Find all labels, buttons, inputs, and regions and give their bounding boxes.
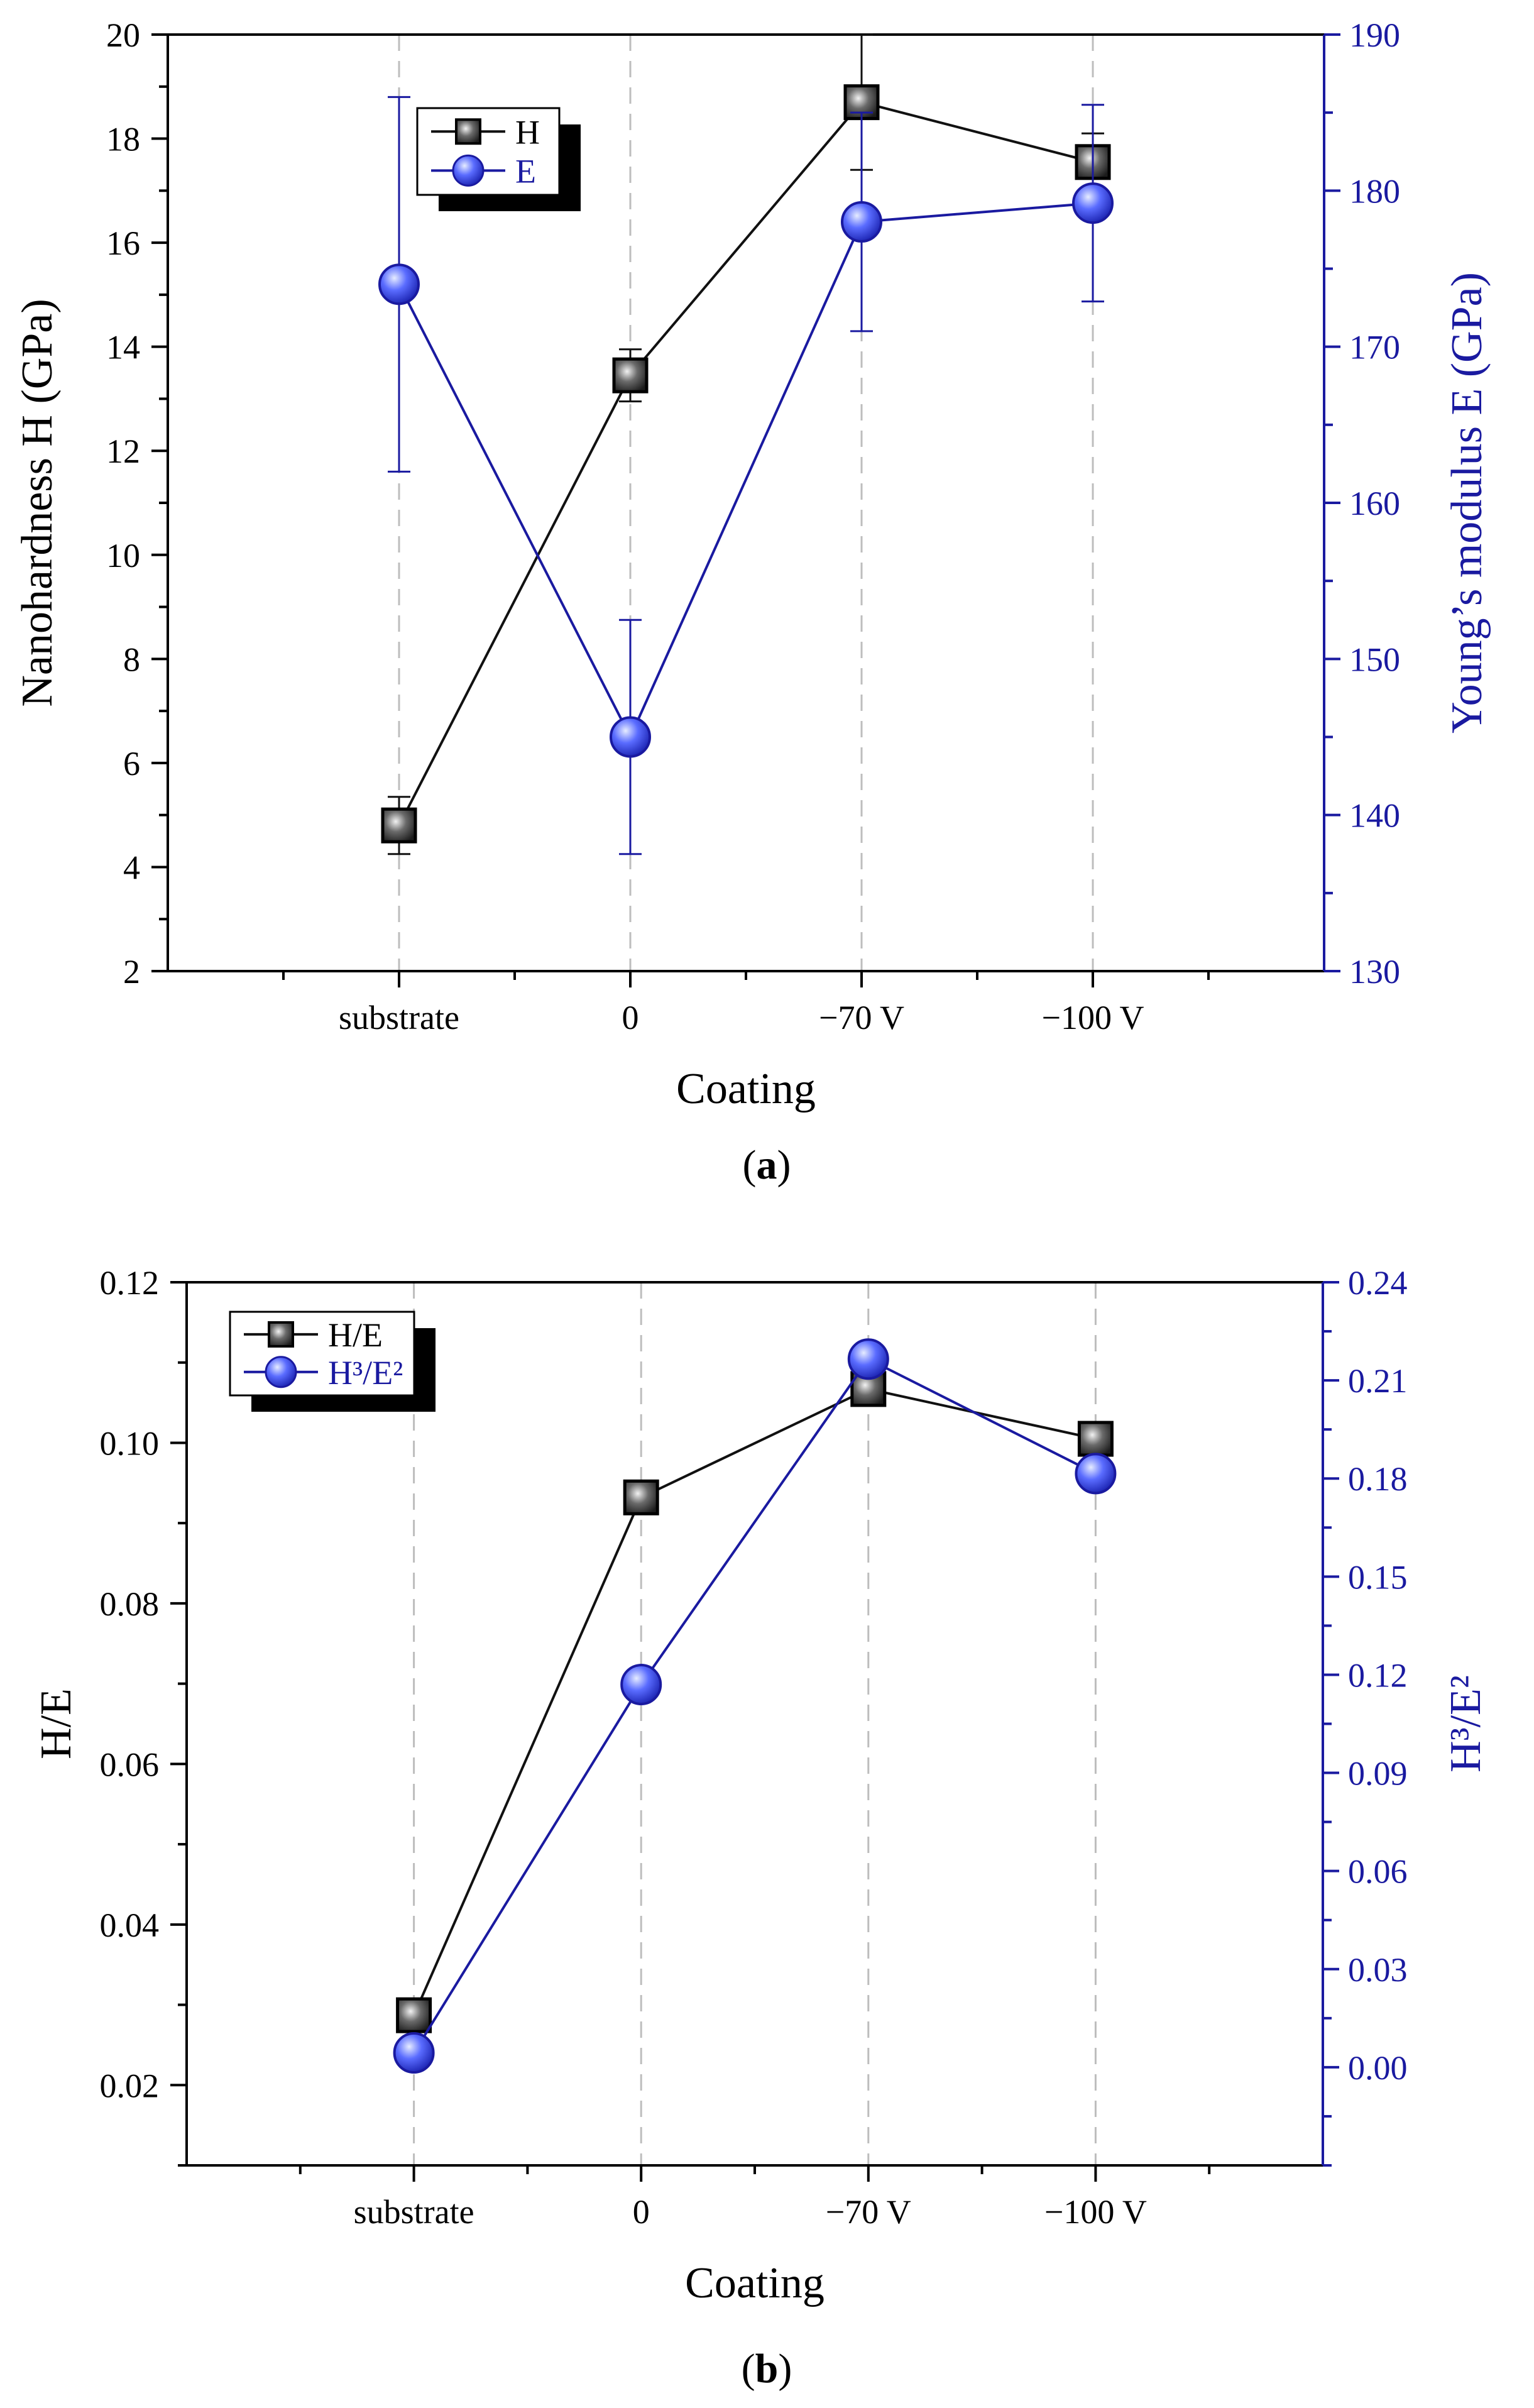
panel-label-letter: a [757,1142,777,1188]
y-tick-label: 18 [106,121,140,158]
chart-panel-b: substrate 0 −70 V −100 V 0.02 0.04 0.06 0.08 0.1… [32,1264,1490,2392]
data-point-circle [847,1338,889,1380]
data-point-circle [378,263,420,305]
y-axis-title: Nanohardness H (GPa) [13,299,62,706]
y-tick-label: 0.12 [100,1264,160,1302]
x-axis-title: Coating [676,1065,816,1113]
panel-label: (a) [743,1142,791,1188]
y-right-axis-title: H³/E² [1442,1675,1490,1773]
y-right-tick-label: 160 [1349,485,1400,522]
x-tick-label: −100 V [1042,999,1144,1036]
x-tick-label: −70 V [826,2193,911,2231]
data-point-square [623,1479,659,1515]
panel-label-letter: b [755,2346,779,2392]
data-point-circle [620,1664,662,1706]
y-right-tick-label: 170 [1349,329,1400,366]
panel-label-open: ( [742,2346,755,2392]
y-tick-label: 0.04 [100,1906,160,1944]
panel-label: (b) [742,2346,792,2392]
y-tick-label: 0.02 [100,2067,160,2104]
y-tick-label: 0.06 [100,1746,160,1783]
x-tick-label: 0 [633,2193,650,2231]
y-right-tick-label: 0.15 [1348,1558,1408,1596]
y-tick-label: 8 [123,640,140,678]
y-axis-title: H/E [32,1688,80,1759]
legend-box [416,107,561,196]
y-tick-label: 0.10 [100,1424,160,1462]
y-tick-label: 0.08 [100,1585,160,1623]
series-line-circle [398,202,1093,740]
y-tick-label: 12 [106,432,140,470]
y-right-tick-label: 0.18 [1348,1460,1408,1498]
panel-label-close: ) [777,1142,791,1188]
legend-box [229,1311,415,1397]
data-point-square [1077,1421,1114,1457]
legend-label: H³/E² [328,1354,403,1392]
data-point-square [381,807,417,844]
y-right-tick-label: 0.00 [1348,2049,1408,2087]
y-tick-label: 16 [106,224,140,262]
legend-marker-square [268,1321,294,1348]
y-right-tick-label: 140 [1349,797,1400,835]
x-tick-label: substrate [354,2193,474,2231]
data-point-circle [1075,1453,1117,1495]
y-right-tick-label: 0.06 [1348,1853,1408,1891]
y-right-tick-label: 150 [1349,640,1400,678]
panel-label-close: ) [778,2346,792,2392]
y-right-tick-label: 0.12 [1348,1656,1408,1694]
y-right-tick-label: 0.21 [1348,1362,1408,1400]
y-right-tick-label: 180 [1349,172,1400,210]
x-tick-label: −100 V [1044,2193,1147,2231]
panel-label-open: ( [743,1142,757,1188]
x-tick-label: 0 [622,999,639,1036]
y-right-tick-label: 0.24 [1348,1264,1408,1302]
x-tick-label: substrate [339,999,459,1036]
x-tick-label: −70 V [819,999,904,1036]
data-point-circle [393,2031,435,2074]
series-line-square [398,101,1093,827]
legend-marker-circle [452,154,485,187]
data-point-square [396,1997,432,2033]
y-right-tick-label: 0.03 [1348,1951,1408,1989]
y-tick-label: 6 [123,745,140,783]
y-right-axis-title: Young’s modulus E (GPa) [1443,272,1491,734]
x-axis-title: Coating [685,2259,825,2307]
series-line-square [412,1387,1096,2016]
data-point-square [612,357,649,393]
y-right-tick-label: 130 [1349,953,1400,991]
y-tick-label: 4 [123,849,140,886]
y-tick-label: 2 [123,953,140,991]
legend-marker-square [455,118,481,145]
y-tick-label: 10 [106,537,140,575]
series-line-circle [412,1357,1097,2054]
y-right-tick-label: 190 [1349,16,1400,54]
legend-label: H [515,113,540,151]
data-point-circle [841,201,882,243]
y-tick-label: 14 [106,329,140,366]
data-point-circle [1072,182,1114,224]
data-point-circle [610,716,651,758]
legend-label: E [515,152,536,190]
y-tick-label: 20 [106,16,140,54]
y-right-tick-label: 0.09 [1348,1755,1408,1793]
chart-panel-a: substrate 0 −70 V −100 V 2 4 6 8 10 12 14 16 18 20 130… [13,16,1491,1188]
legend-marker-circle [265,1356,297,1388]
legend-label: H/E [328,1316,383,1354]
